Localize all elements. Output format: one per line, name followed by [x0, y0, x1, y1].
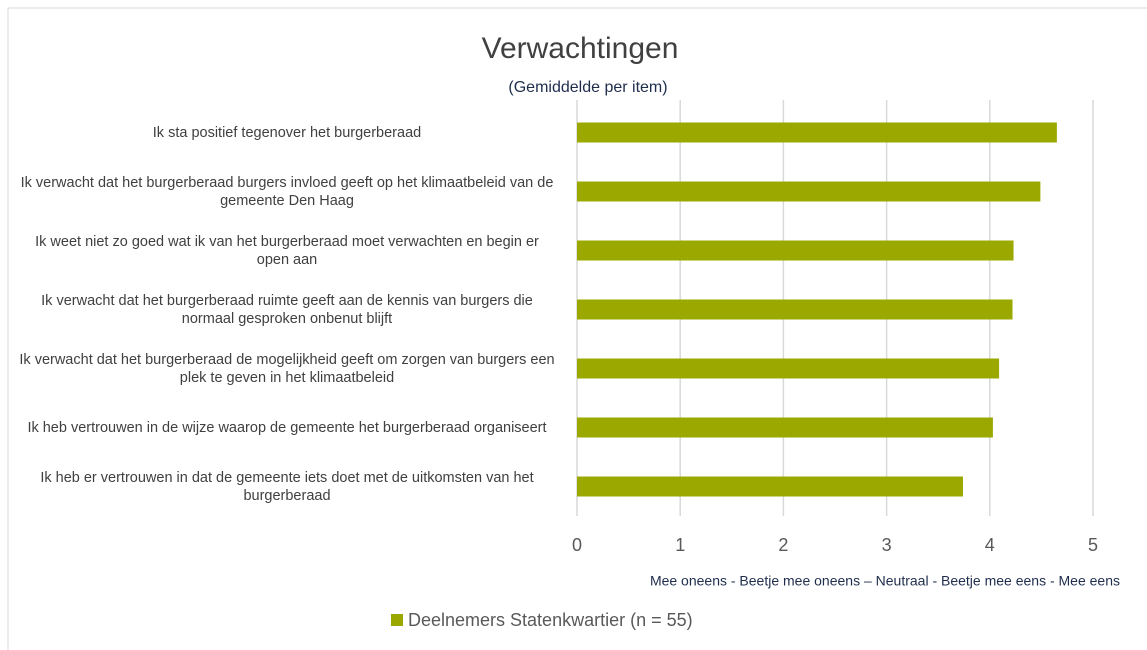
bar [577, 417, 993, 438]
bar [577, 181, 1041, 202]
chart-subtitle: (Gemiddelde per item) [508, 79, 667, 96]
y-tick-label: Ik verwacht dat het burgerberaad burgers… [20, 174, 554, 209]
x-tick-label: 4 [985, 535, 995, 555]
y-tick-label: Ik heb vertrouwen in de wijze waarop de … [27, 419, 547, 436]
y-tick-label: Ik heb er vertrouwen in dat de gemeente … [40, 469, 534, 504]
x-tick-label: 5 [1088, 535, 1098, 555]
y-tick-label: Ik verwacht dat het burgerberaad ruimte … [41, 292, 533, 327]
x-tick-label: 0 [572, 535, 582, 555]
y-tick-label: Ik weet niet zo goed wat ik van het burg… [35, 233, 539, 268]
y-tick-label: Ik verwacht dat het burgerberaad de moge… [19, 351, 555, 386]
chart-title: Verwachtingen [482, 32, 679, 65]
x-axis-label: Mee oneens - Beetje mee oneens – Neutraa… [650, 573, 1120, 589]
bar [577, 358, 1000, 379]
bar [577, 122, 1057, 143]
bar [577, 240, 1014, 261]
legend-swatch [391, 614, 403, 626]
x-tick-label: 2 [778, 535, 788, 555]
x-tick-label: 1 [675, 535, 685, 555]
x-tick-label: 3 [882, 535, 892, 555]
bar [577, 299, 1013, 320]
bar [577, 476, 963, 497]
legend-label: Deelnemers Statenkwartier (n = 55) [408, 610, 693, 630]
y-tick-label: Ik sta positief tegenover het burgerbera… [152, 124, 422, 141]
chart-frame [7, 7, 1147, 650]
